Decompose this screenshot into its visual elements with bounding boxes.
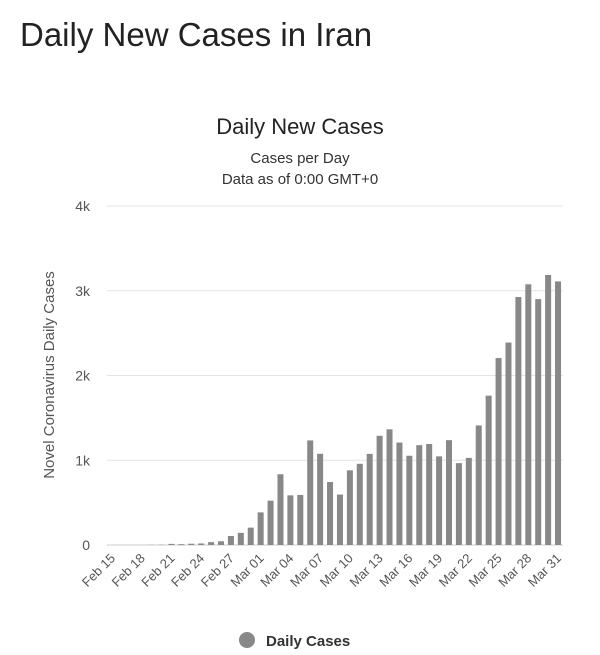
bar-feb-24: [198, 543, 205, 545]
bar-feb-22: [178, 544, 185, 545]
bar-mar-17: [416, 445, 423, 545]
y-tick-label: 3k: [75, 283, 91, 299]
bar-mar-21: [455, 463, 462, 545]
bar-mar-04: [287, 495, 294, 545]
bar-mar-09: [336, 494, 343, 545]
bar-mar-18: [426, 443, 433, 545]
bar-mar-24: [485, 395, 492, 545]
x-tick-label: Mar 31: [525, 551, 564, 590]
bar-mar-16: [406, 455, 413, 545]
bar-mar-22: [465, 457, 472, 545]
bar-mar-29: [535, 299, 542, 545]
bar-mar-03: [277, 474, 284, 545]
bar-mar-28: [525, 284, 532, 545]
bar-mar-26: [505, 342, 512, 545]
bar-feb-29: [247, 527, 254, 545]
bar-mar-07: [317, 453, 324, 545]
chart-subtitle: Data as of 0:00 GMT+0: [222, 171, 378, 188]
bar-feb-23: [188, 543, 195, 545]
bar-mar-02: [267, 500, 274, 545]
bar-mar-19: [436, 456, 443, 545]
bar-mar-14: [386, 429, 393, 545]
bar-mar-12: [366, 453, 373, 545]
chart-title: Daily New Cases: [216, 114, 384, 139]
bar-mar-30: [545, 274, 552, 545]
bar-mar-20: [446, 440, 452, 545]
bar-feb-26: [218, 541, 224, 545]
bar-feb-21: [168, 543, 175, 545]
bar-mar-15: [396, 442, 403, 545]
legend-label: Daily Cases: [266, 633, 350, 650]
bar-mar-25: [495, 358, 502, 545]
chart-subtitle: Cases per Day: [250, 150, 350, 167]
bar-mar-10: [346, 470, 353, 545]
y-tick-label: 1k: [75, 452, 91, 468]
bar-mar-01: [257, 512, 264, 545]
bar-mar-11: [356, 463, 363, 545]
y-tick-label: 2k: [75, 368, 91, 384]
bar-mar-06: [307, 440, 314, 545]
bar-feb-25: [208, 542, 215, 545]
bar-mar-31: [555, 281, 562, 545]
y-tick-label: 0: [82, 537, 90, 553]
bar-mar-13: [376, 435, 383, 545]
page-title: Daily New Cases in Iran: [20, 16, 373, 53]
bar-mar-27: [515, 297, 522, 545]
bar-feb-27: [227, 536, 234, 545]
bar-feb-28: [237, 532, 244, 545]
legend-marker: [239, 632, 255, 648]
bar-mar-08: [327, 482, 334, 545]
y-axis-label: Novel Coronavirus Daily Cases: [41, 271, 58, 479]
y-tick-label: 4k: [75, 198, 91, 214]
bar-mar-05: [297, 494, 304, 545]
bar-mar-23: [475, 425, 482, 545]
